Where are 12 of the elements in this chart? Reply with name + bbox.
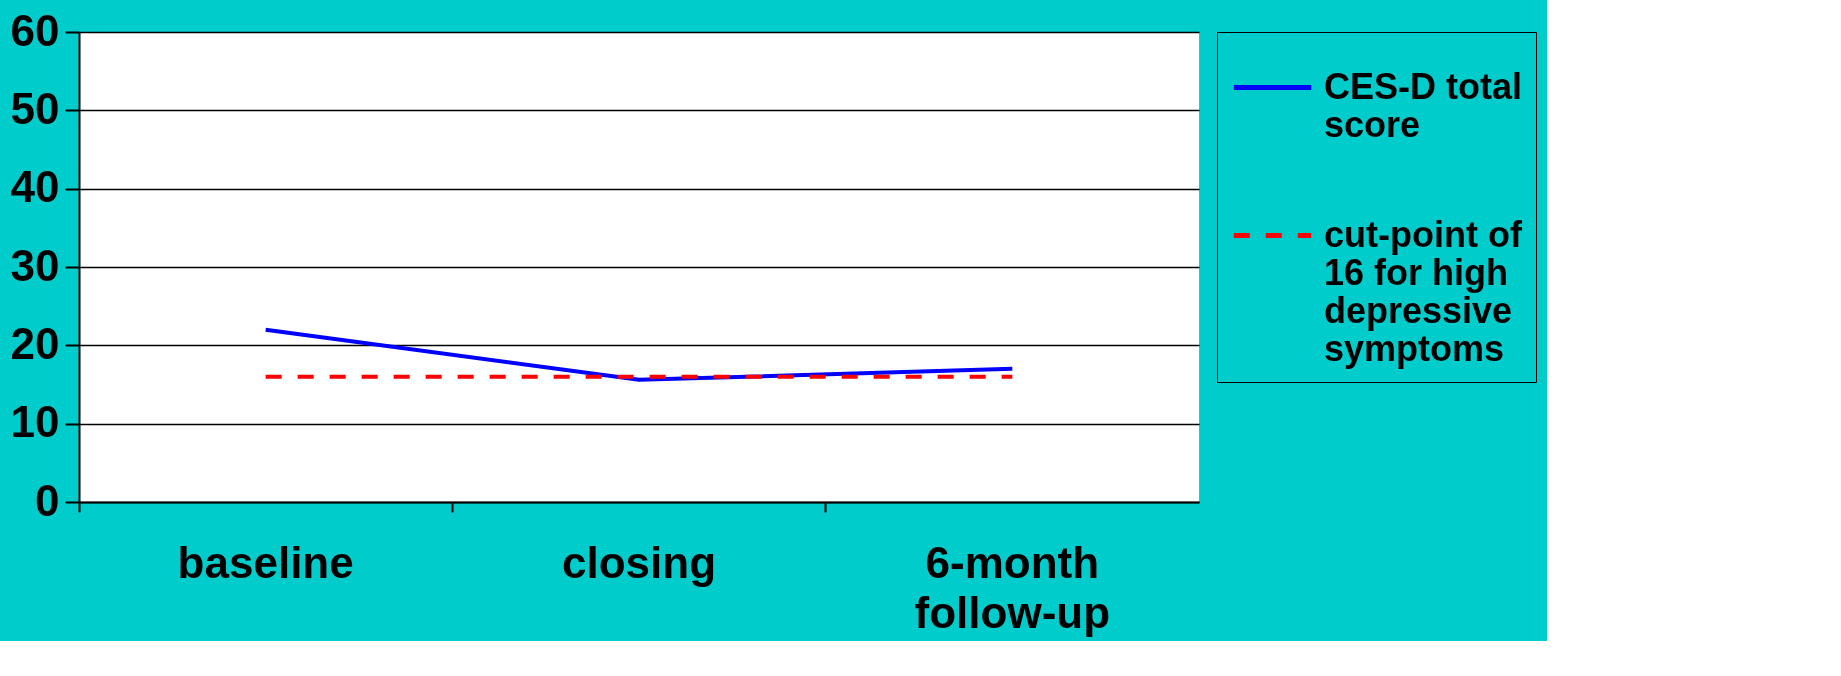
y-tick-label: 60 bbox=[10, 5, 60, 55]
x-tick-label: 6-month follow-up bbox=[914, 537, 1111, 637]
x-tick-label: baseline bbox=[177, 537, 354, 587]
legend-label: CES-D total score bbox=[1324, 65, 1522, 145]
y-tick-label: 20 bbox=[10, 318, 60, 368]
y-tick-label: 10 bbox=[10, 397, 60, 447]
legend-label: cut-point of 16 for high depressive symptoms bbox=[1324, 213, 1523, 369]
y-tick-label: 30 bbox=[10, 240, 60, 290]
y-tick-label: 0 bbox=[35, 475, 60, 525]
x-tick-label: closing bbox=[561, 537, 717, 587]
y-tick-label: 50 bbox=[10, 83, 60, 133]
y-tick-label: 40 bbox=[10, 162, 60, 212]
